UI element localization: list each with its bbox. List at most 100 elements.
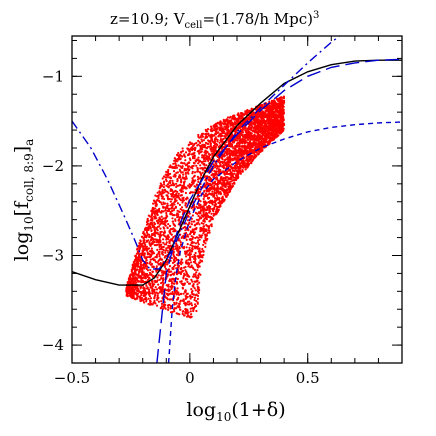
scatter-point — [215, 191, 218, 194]
scatter-point — [195, 197, 198, 200]
scatter-point — [195, 263, 199, 266]
scatter-point — [161, 252, 164, 255]
scatter-point — [183, 167, 186, 170]
scatter-point — [266, 128, 269, 131]
scatter-point — [199, 136, 202, 139]
scatter-point — [206, 206, 210, 209]
scatter-point — [159, 231, 162, 234]
scatter-point — [176, 179, 179, 182]
scatter-point — [179, 176, 182, 179]
scatter-point — [153, 232, 156, 235]
scatter-point — [234, 174, 238, 177]
scatter-point — [208, 187, 211, 190]
scatter-point — [191, 148, 194, 152]
scatter-point — [138, 246, 141, 249]
scatter-point — [221, 161, 224, 165]
scatter-point — [233, 117, 236, 120]
scatter-point — [188, 212, 191, 215]
scatter-point — [142, 287, 145, 290]
scatter-point — [186, 249, 189, 253]
scatter-point — [202, 160, 205, 163]
scatter-point — [156, 279, 159, 282]
scatter-point — [199, 167, 202, 170]
scatter-point — [180, 263, 183, 266]
scatter-point — [223, 155, 226, 158]
scatter-point — [140, 244, 143, 247]
scatter-point — [186, 273, 189, 276]
scatter-point — [215, 167, 218, 170]
scatter-point — [146, 275, 149, 279]
scatter-point — [193, 231, 196, 234]
scatter-point — [141, 291, 144, 295]
scatter-point — [147, 302, 150, 306]
scatter-point — [221, 199, 224, 202]
scatter-point — [157, 283, 160, 286]
scatter-point — [148, 288, 151, 291]
scatter-point — [179, 170, 182, 173]
scatter-point — [199, 200, 202, 203]
scatter-point — [235, 149, 238, 152]
scatter-point — [204, 137, 207, 140]
scatter-point — [195, 141, 198, 145]
scatter-point — [183, 153, 186, 156]
scatter-point — [173, 207, 176, 210]
scatter-point — [233, 166, 237, 169]
scatter-point — [181, 147, 184, 150]
scatter-point — [201, 148, 204, 151]
scatter-point — [178, 218, 181, 221]
scatter-point — [272, 116, 275, 119]
scatter-point — [150, 238, 153, 241]
scatter-point — [168, 293, 171, 296]
scatter-point — [178, 154, 181, 157]
scatter-point — [190, 288, 193, 291]
scatter-point — [200, 209, 204, 212]
scatter-point — [220, 176, 223, 179]
scatter-point — [162, 205, 165, 208]
scatter-point — [224, 132, 227, 135]
scatter-point — [153, 283, 156, 286]
scatter-point — [181, 197, 184, 200]
scatter-point — [145, 300, 148, 303]
scatter-point — [198, 238, 201, 241]
scatter-point — [178, 245, 181, 249]
scatter-point — [246, 161, 249, 164]
scatter-point — [214, 136, 217, 139]
scatter-point — [215, 154, 218, 157]
scatter-point — [159, 223, 162, 226]
scatter-point — [168, 229, 171, 232]
scatter-point — [241, 146, 244, 149]
scatter-point — [259, 122, 262, 125]
scatter-point — [248, 137, 251, 140]
scatter-point — [142, 273, 145, 276]
scatter-point — [172, 196, 175, 199]
scatter-point — [143, 267, 146, 270]
scatter-point — [166, 174, 169, 177]
scatter-point — [206, 151, 209, 154]
scatter-point — [160, 302, 164, 305]
scatter-point — [174, 162, 177, 165]
scatter-point — [193, 280, 197, 283]
scatter-point — [160, 300, 163, 303]
scatter-point — [170, 273, 173, 276]
scatter-point — [234, 121, 237, 124]
scatter-point — [150, 253, 153, 256]
scatter-point — [213, 126, 216, 129]
scatter-point — [211, 138, 214, 141]
scatter-point — [215, 187, 218, 190]
scatter-point — [163, 189, 167, 192]
scatter-point — [229, 184, 232, 187]
scatter-point — [164, 217, 167, 220]
scatter-point — [185, 246, 188, 249]
scatter-point — [204, 141, 207, 144]
scatter-point — [196, 297, 199, 300]
scatter-point — [217, 205, 220, 209]
scatter-point — [128, 280, 131, 283]
scatter-point — [198, 251, 201, 255]
scatter-point — [126, 281, 129, 284]
scatter-point — [171, 220, 175, 223]
scatter-point — [191, 177, 194, 180]
scatter-point — [269, 134, 272, 137]
scatter-point — [159, 241, 162, 244]
scatter-point — [165, 241, 168, 244]
scatter-point — [177, 248, 180, 251]
